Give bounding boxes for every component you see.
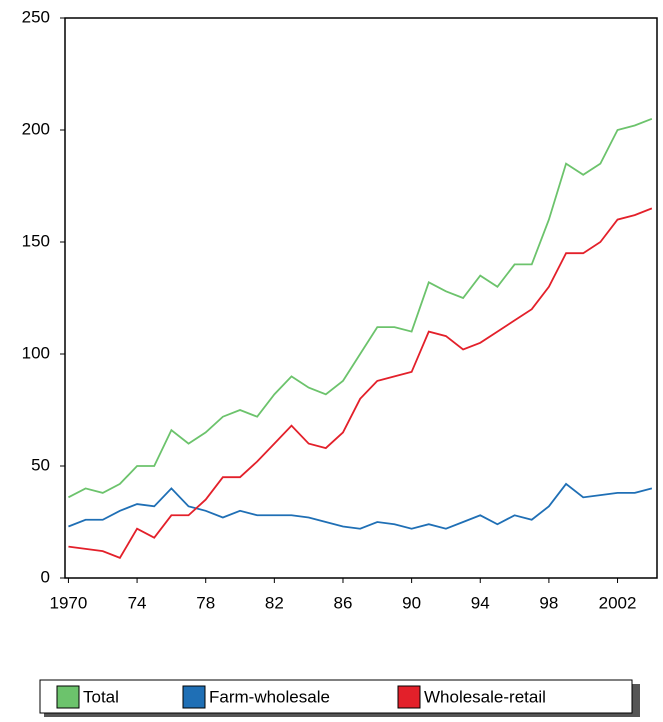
legend-swatch xyxy=(182,685,206,709)
y-tick-label: 50 xyxy=(31,455,50,474)
x-tick-label: 82 xyxy=(265,593,284,612)
y-tick-label: 100 xyxy=(22,343,50,362)
legend-label: Farm-wholesale xyxy=(209,687,330,706)
legend-swatch xyxy=(56,685,80,709)
x-tick-label: 86 xyxy=(334,593,353,612)
y-tick-label: 0 xyxy=(41,567,50,586)
y-tick-label: 200 xyxy=(22,119,50,138)
series-line xyxy=(68,207,653,559)
x-tick-label: 94 xyxy=(471,593,490,612)
x-tick-label: 74 xyxy=(128,593,147,612)
series-line xyxy=(68,117,653,499)
legend-label: Total xyxy=(83,687,119,706)
x-tick-label: 98 xyxy=(539,593,558,612)
plot-frame xyxy=(64,17,658,579)
y-tick-label: 250 xyxy=(22,7,50,26)
legend-box xyxy=(39,679,633,714)
y-tick-label: 150 xyxy=(22,231,50,250)
x-tick-label: 90 xyxy=(402,593,421,612)
x-tick-label: 78 xyxy=(196,593,215,612)
x-tick-label: 2002 xyxy=(599,593,637,612)
x-tick-label: 1970 xyxy=(50,593,88,612)
series-line xyxy=(68,482,653,530)
legend-swatch xyxy=(397,685,421,709)
legend-label: Wholesale-retail xyxy=(424,687,546,706)
